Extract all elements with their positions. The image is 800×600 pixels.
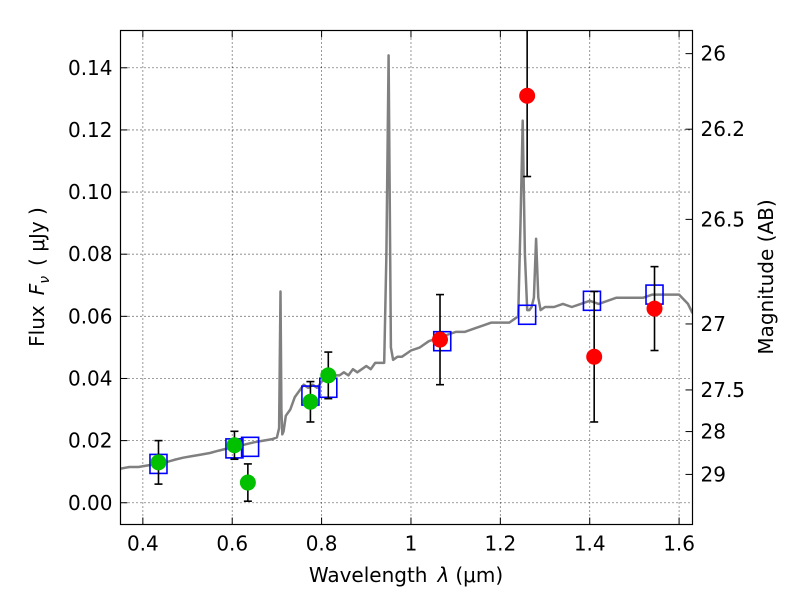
- model-box-marker: [240, 436, 260, 458]
- data-point: [519, 87, 536, 104]
- y-axis-label: FluxFν( μJy ): [25, 207, 53, 347]
- x-tick-label: 1: [405, 532, 418, 556]
- y2-tick-label: 27: [701, 312, 726, 336]
- model-box-marker: [517, 304, 537, 326]
- y2-tick-label: 28: [701, 420, 726, 444]
- data-point: [646, 300, 663, 317]
- y-tick-label: 0.08: [68, 242, 113, 266]
- x-tick-label: 1.4: [574, 532, 606, 556]
- y-tick-label: 0.14: [68, 56, 113, 80]
- plot-area: [120, 30, 693, 502]
- data-point: [226, 437, 243, 454]
- data-point: [432, 331, 449, 348]
- y2-axis-label: Magnitude (AB): [754, 199, 778, 354]
- x-tick-label: 0.8: [306, 532, 338, 556]
- x-tick-label: 1.6: [663, 532, 695, 556]
- data-point: [302, 393, 319, 410]
- axes: 0.4 0.6 0.8 1 1.2 1.4 1.6 0.00 0.02 0.04 0.06 0.08 0…: [68, 30, 746, 556]
- series-group: [120, 30, 693, 502]
- y-tick-label: 0.06: [68, 304, 113, 328]
- y-tick-label: 0.00: [68, 491, 113, 515]
- y2-tick-label: 29: [701, 462, 726, 486]
- x-tick-label: 0.6: [216, 532, 248, 556]
- y2-tick-label: 26.5: [701, 207, 746, 231]
- data-point: [239, 474, 256, 491]
- grid: [120, 30, 693, 525]
- x-tick-label: 1.2: [484, 532, 516, 556]
- x-axis-label: Wavelength λ (μm): [309, 563, 503, 587]
- data-point: [320, 367, 337, 384]
- plot-frame: [119, 29, 694, 526]
- y-tick-label: 0.02: [68, 429, 113, 453]
- data-point: [150, 454, 167, 471]
- x-tick-label: 0.4: [127, 532, 159, 556]
- y-tick-label: 0.04: [68, 366, 113, 390]
- data-point: [586, 348, 603, 365]
- spectrum-line: [120, 54, 693, 470]
- y2-tick-label: 26.2: [701, 117, 746, 141]
- y2-tick-label: 27.5: [701, 378, 746, 402]
- y2-tick-label: 26: [701, 42, 726, 66]
- y-tick-label: 0.10: [68, 180, 113, 204]
- y-tick-label: 0.12: [68, 118, 113, 142]
